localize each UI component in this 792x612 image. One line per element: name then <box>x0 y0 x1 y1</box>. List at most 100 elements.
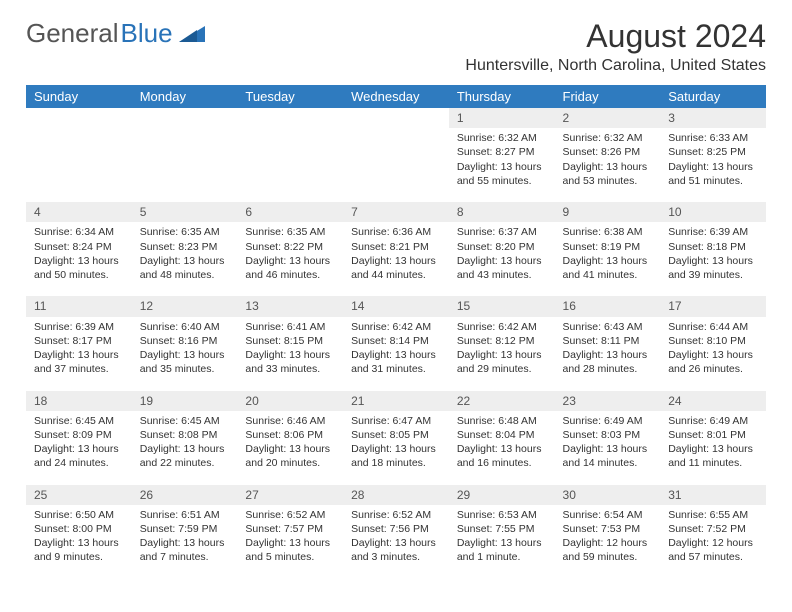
daylight-line: Daylight: 13 hours and 41 minutes. <box>563 254 653 282</box>
day-content-cell: Sunrise: 6:42 AMSunset: 8:14 PMDaylight:… <box>343 317 449 391</box>
calendar-page: GeneralBlue August 2024 Huntersville, No… <box>0 0 792 612</box>
sunset-line: Sunset: 8:21 PM <box>351 240 441 254</box>
day-number-cell <box>132 108 238 128</box>
daylight-line: Daylight: 12 hours and 57 minutes. <box>668 536 758 564</box>
sunrise-line: Sunrise: 6:44 AM <box>668 320 758 334</box>
daylight-line: Daylight: 13 hours and 22 minutes. <box>140 442 230 470</box>
sunset-line: Sunset: 7:57 PM <box>245 522 335 536</box>
content-row: Sunrise: 6:34 AMSunset: 8:24 PMDaylight:… <box>26 222 766 296</box>
sunrise-line: Sunrise: 6:42 AM <box>457 320 547 334</box>
sunset-line: Sunset: 8:12 PM <box>457 334 547 348</box>
daylight-line: Daylight: 13 hours and 7 minutes. <box>140 536 230 564</box>
day-content-cell: Sunrise: 6:45 AMSunset: 8:08 PMDaylight:… <box>132 411 238 485</box>
sunset-line: Sunset: 8:00 PM <box>34 522 124 536</box>
sunrise-line: Sunrise: 6:42 AM <box>351 320 441 334</box>
sunrise-line: Sunrise: 6:39 AM <box>34 320 124 334</box>
day-content-cell: Sunrise: 6:41 AMSunset: 8:15 PMDaylight:… <box>237 317 343 391</box>
day-content-cell: Sunrise: 6:46 AMSunset: 8:06 PMDaylight:… <box>237 411 343 485</box>
day-number-cell: 19 <box>132 391 238 411</box>
col-sunday: Sunday <box>26 85 132 108</box>
daylight-line: Daylight: 13 hours and 24 minutes. <box>34 442 124 470</box>
sunset-line: Sunset: 8:17 PM <box>34 334 124 348</box>
sunset-line: Sunset: 8:26 PM <box>563 145 653 159</box>
sunset-line: Sunset: 8:11 PM <box>563 334 653 348</box>
day-content-cell: Sunrise: 6:52 AMSunset: 7:56 PMDaylight:… <box>343 505 449 579</box>
sunset-line: Sunset: 8:23 PM <box>140 240 230 254</box>
day-content-cell: Sunrise: 6:47 AMSunset: 8:05 PMDaylight:… <box>343 411 449 485</box>
sunrise-line: Sunrise: 6:40 AM <box>140 320 230 334</box>
day-content-cell: Sunrise: 6:54 AMSunset: 7:53 PMDaylight:… <box>555 505 661 579</box>
day-number-cell <box>26 108 132 128</box>
sunset-line: Sunset: 8:25 PM <box>668 145 758 159</box>
sunrise-line: Sunrise: 6:32 AM <box>457 131 547 145</box>
sunset-line: Sunset: 8:06 PM <box>245 428 335 442</box>
sunrise-line: Sunrise: 6:48 AM <box>457 414 547 428</box>
sunrise-line: Sunrise: 6:54 AM <box>563 508 653 522</box>
day-content-cell: Sunrise: 6:55 AMSunset: 7:52 PMDaylight:… <box>660 505 766 579</box>
sunset-line: Sunset: 8:20 PM <box>457 240 547 254</box>
sunset-line: Sunset: 8:22 PM <box>245 240 335 254</box>
day-number-cell: 16 <box>555 296 661 316</box>
daylight-line: Daylight: 13 hours and 11 minutes. <box>668 442 758 470</box>
daylight-line: Daylight: 13 hours and 37 minutes. <box>34 348 124 376</box>
sunset-line: Sunset: 7:53 PM <box>563 522 653 536</box>
col-wednesday: Wednesday <box>343 85 449 108</box>
day-content-cell: Sunrise: 6:52 AMSunset: 7:57 PMDaylight:… <box>237 505 343 579</box>
content-row: Sunrise: 6:50 AMSunset: 8:00 PM Daylight:… <box>26 505 766 579</box>
daylight-line: Daylight: 13 hours and 44 minutes. <box>351 254 441 282</box>
day-number-cell <box>343 108 449 128</box>
sunset-line: Sunset: 8:15 PM <box>245 334 335 348</box>
sunset-line: Sunset: 8:14 PM <box>351 334 441 348</box>
day-number-cell: 20 <box>237 391 343 411</box>
logo-text-1: General <box>26 18 119 49</box>
day-content-cell: Sunrise: 6:53 AMSunset: 7:55 PMDaylight:… <box>449 505 555 579</box>
day-content-cell: Sunrise: 6:44 AMSunset: 8:10 PMDaylight:… <box>660 317 766 391</box>
sunrise-line: Sunrise: 6:32 AM <box>563 131 653 145</box>
daynum-row: 11121314151617 <box>26 296 766 316</box>
sunrise-line: Sunrise: 6:50 AM <box>34 508 124 522</box>
header: GeneralBlue August 2024 Huntersville, No… <box>26 18 766 75</box>
logo-text-2: Blue <box>121 18 173 49</box>
day-number-cell: 17 <box>660 296 766 316</box>
sunrise-line: Sunrise: 6:36 AM <box>351 225 441 239</box>
sunrise-line: Sunrise: 6:53 AM <box>457 508 547 522</box>
day-number-cell: 5 <box>132 202 238 222</box>
day-number-cell: 30 <box>555 485 661 505</box>
daylight-line: Daylight: 13 hours and 53 minutes. <box>563 160 653 188</box>
sunset-line: Sunset: 8:18 PM <box>668 240 758 254</box>
day-content-cell: Sunrise: 6:40 AMSunset: 8:16 PMDaylight:… <box>132 317 238 391</box>
sunset-line: Sunset: 8:05 PM <box>351 428 441 442</box>
sunrise-line: Sunrise: 6:43 AM <box>563 320 653 334</box>
day-content-cell: Sunrise: 6:32 AMSunset: 8:26 PMDaylight:… <box>555 128 661 202</box>
calendar-table: Sunday Monday Tuesday Wednesday Thursday… <box>26 85 766 579</box>
day-content-cell: Sunrise: 6:50 AMSunset: 8:00 PMDaylight:… <box>26 505 132 579</box>
day-number-cell: 15 <box>449 296 555 316</box>
content-row: Sunrise: 6:45 AMSunset: 8:09 PMDaylight:… <box>26 411 766 485</box>
daylight-line: Daylight: 13 hours and 18 minutes. <box>351 442 441 470</box>
daylight-line: Daylight: 13 hours and 31 minutes. <box>351 348 441 376</box>
sunrise-line: Sunrise: 6:45 AM <box>140 414 230 428</box>
logo: GeneralBlue <box>26 18 205 49</box>
daylight-line: Daylight: 13 hours and 46 minutes. <box>245 254 335 282</box>
sunset-line: Sunset: 8:24 PM <box>34 240 124 254</box>
day-number-cell <box>237 108 343 128</box>
day-number-cell: 29 <box>449 485 555 505</box>
day-number-cell: 9 <box>555 202 661 222</box>
day-content-cell: Sunrise: 6:45 AMSunset: 8:09 PMDaylight:… <box>26 411 132 485</box>
day-content-cell <box>132 128 238 202</box>
day-number-cell: 4 <box>26 202 132 222</box>
day-content-cell: Sunrise: 6:32 AMSunset: 8:27 PMDaylight:… <box>449 128 555 202</box>
daylight-line: Daylight: 13 hours and 28 minutes. <box>563 348 653 376</box>
day-number-cell: 1 <box>449 108 555 128</box>
daylight-line: Daylight: 13 hours and 16 minutes. <box>457 442 547 470</box>
day-number-cell: 18 <box>26 391 132 411</box>
daylight-line: Daylight: 13 hours and 33 minutes. <box>245 348 335 376</box>
col-saturday: Saturday <box>660 85 766 108</box>
sunrise-line: Sunrise: 6:37 AM <box>457 225 547 239</box>
daylight-line: Daylight: 13 hours and 51 minutes. <box>668 160 758 188</box>
day-number-cell: 28 <box>343 485 449 505</box>
daylight-line: Daylight: 13 hours and 14 minutes. <box>563 442 653 470</box>
day-content-cell: Sunrise: 6:35 AMSunset: 8:22 PMDaylight:… <box>237 222 343 296</box>
sunrise-line: Sunrise: 6:45 AM <box>34 414 124 428</box>
day-number-cell: 7 <box>343 202 449 222</box>
